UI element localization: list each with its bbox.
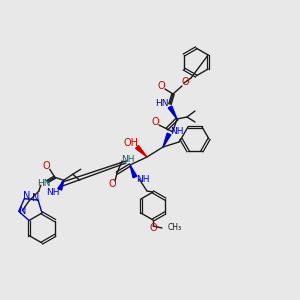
Text: N: N <box>19 206 26 216</box>
Polygon shape <box>136 146 147 157</box>
Text: NH: NH <box>46 188 59 197</box>
Text: O: O <box>149 223 157 233</box>
Text: O: O <box>108 179 116 189</box>
Text: HN: HN <box>155 100 169 109</box>
Text: CH₃: CH₃ <box>168 224 182 232</box>
Text: N: N <box>32 193 40 203</box>
Text: N: N <box>23 191 30 201</box>
Text: O: O <box>151 117 159 127</box>
Text: NH: NH <box>170 127 184 136</box>
Polygon shape <box>168 106 177 119</box>
Polygon shape <box>130 165 137 178</box>
Polygon shape <box>163 133 171 147</box>
Text: O: O <box>157 81 165 91</box>
Text: O: O <box>181 77 189 87</box>
Polygon shape <box>58 180 64 190</box>
Text: HN: HN <box>37 179 50 188</box>
Text: NH: NH <box>136 176 150 184</box>
Text: OH: OH <box>124 138 139 148</box>
Text: NH: NH <box>121 154 135 164</box>
Text: O: O <box>43 161 51 171</box>
